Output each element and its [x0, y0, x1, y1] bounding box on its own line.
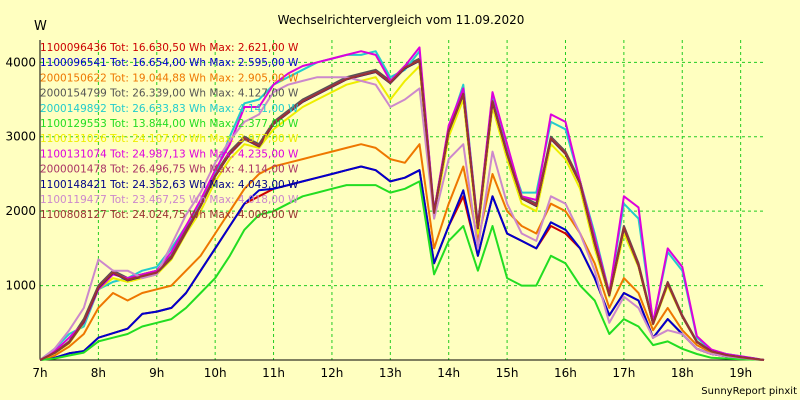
x-tick-label: 7h	[32, 366, 47, 380]
y-tick-label: 3000	[5, 130, 36, 144]
legend-entry-9: 2000001478 Tot: 26.496,75 Wh Max: 4.114,…	[40, 164, 299, 176]
series-line-3	[39, 143, 765, 361]
x-tick-label: 10h	[204, 366, 227, 380]
y-tick-label: 1000	[5, 279, 36, 293]
x-tick-label: 12h	[320, 366, 343, 380]
legend-entry-7: 1100131026 Tot: 24.107,00 Wh Max: 3.977,…	[40, 133, 299, 145]
x-tick-label: 8h	[91, 366, 106, 380]
y-ticks: 1000 2000 3000 4000	[5, 55, 36, 292]
x-tick-label: 17h	[612, 366, 635, 380]
legend: 1100096436 Tot: 16.630,50 Wh Max: 2.621,…	[40, 42, 299, 221]
chart-title: Wechselrichtervergleich vom 11.09.2020	[278, 13, 525, 27]
legend-entry-8: 1100131074 Tot: 24.987,13 Wh Max: 4.235,…	[40, 148, 299, 160]
series-line-6	[39, 180, 765, 361]
series-line-11	[39, 76, 765, 361]
x-tick-label: 16h	[554, 366, 577, 380]
x-tick-label: 18h	[671, 366, 694, 380]
legend-entry-12: 1100808127 Tot: 24.024,75 Wh Max: 4.008,…	[40, 209, 299, 221]
legend-entry-6: 1100129553 Tot: 13.844,00 Wh Max: 2.377,…	[40, 118, 299, 130]
legend-entry-4: 2000154799 Tot: 26.339,00 Wh Max: 4.127,…	[40, 88, 299, 100]
y-axis-unit: W	[34, 19, 47, 34]
series-group	[39, 46, 765, 361]
legend-entry-1: 1100096436 Tot: 16.630,50 Wh Max: 2.621,…	[40, 42, 299, 54]
axes	[39, 40, 764, 361]
x-tick-label: 19h	[729, 366, 752, 380]
legend-entry-2: 1100096541 Tot: 16.654,00 Wh Max: 2.595,…	[40, 57, 299, 69]
x-tick-label: 13h	[379, 366, 402, 380]
legend-entry-11: 1100119477 Tot: 23.467,25 Wh Max: 4.018,…	[40, 194, 299, 206]
y-tick-label: 4000	[5, 55, 36, 69]
legend-entry-5: 2000149892 Tot: 26.633,83 Wh Max: 4.141,…	[40, 103, 299, 115]
x-tick-label: 15h	[496, 366, 519, 380]
x-tick-label: 14h	[437, 366, 460, 380]
x-tick-label: 11h	[262, 366, 285, 380]
footer-credit: SunnyReport pinxit	[701, 386, 797, 397]
y-tick-label: 2000	[5, 204, 36, 218]
x-tick-label: 9h	[149, 366, 164, 380]
x-ticks: 7h 8h 9h 10h 11h 12h 13h 14h 15h 16h 17h 18h 19h	[32, 366, 752, 380]
series-line-2	[39, 165, 765, 361]
series-line-12	[39, 59, 765, 361]
legend-entry-3: 2000150622 Tot: 19.044,88 Wh Max: 2.905,…	[40, 72, 299, 84]
legend-entry-10: 1100148421 Tot: 24.352,63 Wh Max: 4.043,…	[40, 179, 299, 191]
